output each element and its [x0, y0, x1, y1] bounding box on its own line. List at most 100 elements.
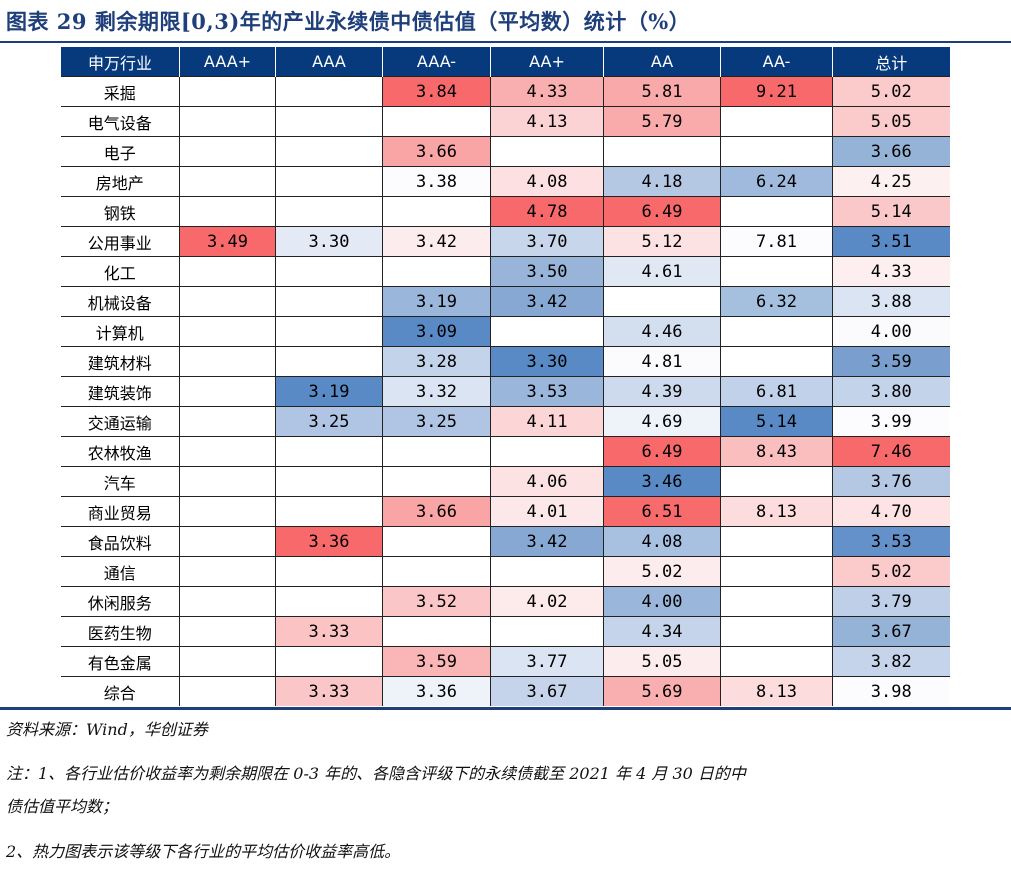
header-rating: AA- [720, 47, 833, 77]
heatmap-cell [179, 586, 276, 617]
table-row: 化工 3.50 4.61 4.33 [60, 256, 950, 287]
table-row: 机械设备 3.19 3.42 6.32 3.88 [60, 286, 950, 317]
heatmap-cell: 3.53 [490, 376, 604, 407]
heatmap-cell [603, 136, 721, 167]
industry-label: 公用事业 [60, 226, 180, 257]
title-divider [0, 41, 1011, 43]
header-row: 申万行业 AAA+ AAA AAA- AA+ AA AA- 总计 [60, 47, 950, 77]
header-industry: 申万行业 [60, 47, 180, 77]
heatmap-cell: 7.46 [832, 436, 950, 467]
industry-label: 化工 [60, 256, 180, 287]
heatmap-cell [275, 166, 383, 197]
heatmap-cell: 4.18 [603, 166, 721, 197]
heatmap-cell [179, 616, 276, 647]
heatmap-cell: 5.02 [603, 556, 721, 587]
heatmap-cell [179, 556, 276, 587]
heatmap-cell: 5.05 [603, 646, 721, 677]
heatmap-cell [179, 466, 276, 497]
heatmap-cell: 3.67 [832, 616, 950, 647]
heatmap-cell [179, 196, 276, 227]
heatmap-cell: 5.02 [832, 556, 950, 587]
heatmap-cell: 6.49 [603, 196, 721, 227]
heatmap-cell: 3.66 [832, 136, 950, 167]
table-row: 计算机 3.09 4.46 4.00 [60, 316, 950, 347]
industry-label: 综合 [60, 676, 180, 706]
heatmap-cell: 6.81 [720, 376, 833, 407]
heatmap-cell: 4.33 [490, 76, 604, 107]
industry-label: 电气设备 [60, 106, 180, 137]
heatmap-cell: 3.19 [275, 376, 383, 407]
table-row: 交通运输 3.25 3.25 4.11 4.69 5.14 3.99 [60, 406, 950, 437]
heatmap-cell [490, 436, 604, 467]
heatmap-cell: 3.99 [832, 406, 950, 437]
heatmap-cell [179, 406, 276, 437]
heatmap-cell: 3.30 [490, 346, 604, 377]
heatmap-cell: 4.33 [832, 256, 950, 287]
heatmap-cell [179, 646, 276, 677]
heatmap-cell [720, 616, 833, 647]
heatmap-cell [179, 526, 276, 557]
heatmap-cell: 3.84 [382, 76, 491, 107]
heatmap-cell: 3.09 [382, 316, 491, 347]
heatmap-cell: 4.70 [832, 496, 950, 527]
heatmap-cell: 4.39 [603, 376, 721, 407]
industry-label: 建筑装饰 [60, 376, 180, 407]
header-rating: AAA [275, 47, 383, 77]
heatmap-cell [720, 646, 833, 677]
heatmap-cell: 5.69 [603, 676, 721, 706]
heatmap-cell [382, 106, 491, 137]
heatmap-cell [490, 556, 604, 587]
note-1-continued: 债估值平均数； [6, 797, 119, 816]
heatmap-cell: 3.70 [490, 226, 604, 257]
table-row: 汽车 4.06 3.46 3.76 [60, 466, 950, 497]
note-2: 2、热力图表示该等级下各行业的平均估价收益率高低。 [6, 842, 401, 861]
heatmap-cell [179, 256, 276, 287]
heatmap-table: 申万行业 AAA+ AAA AAA- AA+ AA AA- 总计 采掘 3.84 4.33 5.81… [60, 47, 950, 706]
heatmap-cell: 3.25 [275, 406, 383, 437]
heatmap-cell [179, 316, 276, 347]
industry-label: 医药生物 [60, 616, 180, 647]
heatmap-cell: 3.42 [490, 286, 604, 317]
heatmap-cell [275, 346, 383, 377]
heatmap-cell [179, 376, 276, 407]
header-rating: AAA+ [179, 47, 276, 77]
heatmap-cell: 3.59 [382, 646, 491, 677]
heatmap-cell: 5.05 [832, 106, 950, 137]
industry-label: 商业贸易 [60, 496, 180, 527]
heatmap-cell: 4.11 [490, 406, 604, 437]
heatmap-cell: 4.61 [603, 256, 721, 287]
heatmap-cell [275, 556, 383, 587]
heatmap-cell: 3.66 [382, 136, 491, 167]
heatmap-cell [275, 496, 383, 527]
heatmap-cell: 3.25 [382, 406, 491, 437]
heatmap-cell [179, 676, 276, 706]
heatmap-cell [720, 316, 833, 347]
header-rating: AAA- [382, 47, 491, 77]
heatmap-cell: 3.49 [179, 226, 276, 257]
heatmap-cell [275, 316, 383, 347]
heatmap-cell [382, 526, 491, 557]
heatmap-cell [382, 616, 491, 647]
industry-label: 有色金属 [60, 646, 180, 677]
heatmap-cell: 3.52 [382, 586, 491, 617]
heatmap-cell: 4.13 [490, 106, 604, 137]
heatmap-cell: 4.08 [603, 526, 721, 557]
heatmap-cell [382, 436, 491, 467]
heatmap-cell: 6.32 [720, 286, 833, 317]
table-row: 公用事业 3.49 3.30 3.42 3.70 5.12 7.81 3.51 [60, 226, 950, 257]
heatmap-cell [179, 346, 276, 377]
heatmap-cell: 4.01 [490, 496, 604, 527]
table-row: 房地产 3.38 4.08 4.18 6.24 4.25 [60, 166, 950, 197]
heatmap-cell: 3.42 [490, 526, 604, 557]
table-row: 电气设备 4.13 5.79 5.05 [60, 106, 950, 137]
industry-label: 通信 [60, 556, 180, 587]
heatmap-cell: 9.21 [720, 76, 833, 107]
heatmap-cell [275, 436, 383, 467]
industry-label: 农林牧渔 [60, 436, 180, 467]
heatmap-cell [382, 466, 491, 497]
heatmap-cell: 3.33 [275, 616, 383, 647]
source-note: 资料来源：Wind，华创证券 [6, 720, 208, 739]
industry-label: 机械设备 [60, 286, 180, 317]
heatmap-cell: 3.53 [832, 526, 950, 557]
heatmap-cell: 4.00 [603, 586, 721, 617]
